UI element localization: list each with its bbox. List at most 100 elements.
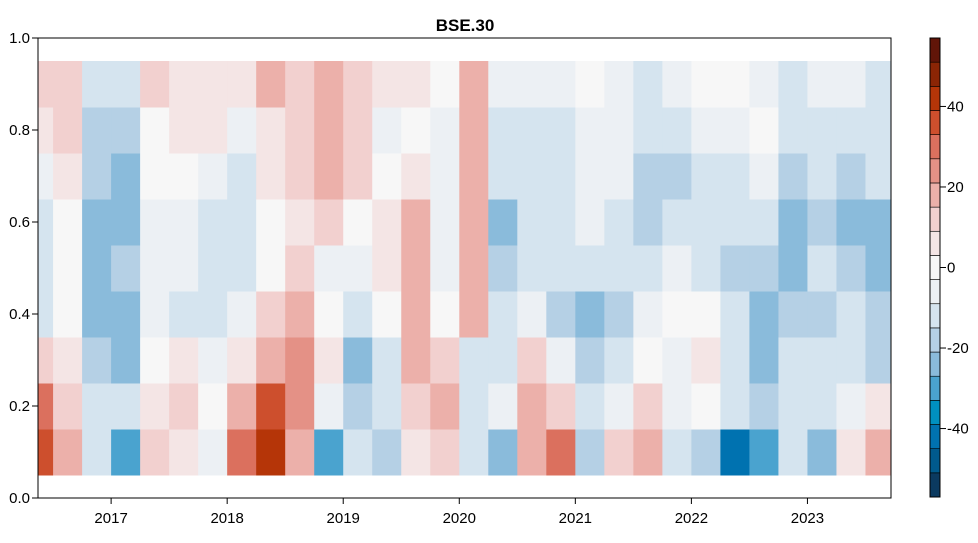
heatmap-cell <box>546 153 576 200</box>
y-axis: 0.0 0.2 0.4 0.6 0.8 1.0 <box>9 30 38 507</box>
heatmap-cell <box>807 429 837 476</box>
heatmap-cell <box>82 383 112 430</box>
heatmap-cell <box>198 199 228 246</box>
heatmap-cell <box>401 383 431 430</box>
heatmap-cell <box>778 199 808 246</box>
heatmap-cell <box>517 199 547 246</box>
heatmap-cell <box>343 107 373 154</box>
heatmap-cell <box>343 245 373 292</box>
colorbar-bin <box>929 472 941 498</box>
heatmap-cell <box>662 429 692 476</box>
colorbar-bin <box>929 351 941 377</box>
heatmap-cell <box>575 429 605 476</box>
heatmap-cell <box>720 291 750 338</box>
heatmap-cell <box>372 199 402 246</box>
heatmap-cell <box>865 337 892 384</box>
heatmap-cell <box>488 61 518 108</box>
heatmap-cell <box>111 61 141 108</box>
heatmap-cell <box>53 61 83 108</box>
heatmap-cell <box>256 199 286 246</box>
colorbar-tick-label: 0 <box>947 260 955 277</box>
heatmap-cell <box>836 429 866 476</box>
heatmap-cell <box>430 291 460 338</box>
heatmap-cell <box>865 153 892 200</box>
x-tick-label: 2020 <box>443 510 476 527</box>
heatmap-cell <box>633 199 663 246</box>
heatmap-cell <box>285 429 315 476</box>
heatmap-cell <box>256 153 286 200</box>
heatmap-cell <box>807 61 837 108</box>
heatmap-cell <box>372 429 402 476</box>
heatmap-cell <box>140 291 170 338</box>
heatmap-cell <box>372 291 402 338</box>
heatmap-cell <box>517 61 547 108</box>
heatmap-cell <box>633 429 663 476</box>
heatmap-cell <box>256 429 286 476</box>
heatmap-cell <box>314 429 344 476</box>
heatmap-cell <box>401 337 431 384</box>
heatmap-cell <box>633 291 663 338</box>
heatmap-cell <box>604 429 634 476</box>
x-tick-label: 2021 <box>559 510 592 527</box>
heatmap-cell <box>865 61 892 108</box>
heatmap-cell <box>633 61 663 108</box>
heatmap-cell <box>111 291 141 338</box>
heatmap-cell <box>285 245 315 292</box>
heatmap-cell <box>517 107 547 154</box>
heatmap-cell <box>111 107 141 154</box>
heatmap-cell <box>227 199 257 246</box>
x-tick-label: 2018 <box>210 510 243 527</box>
colorbar-tick-label: 40 <box>947 98 964 115</box>
heatmap-cell <box>836 245 866 292</box>
heatmap-cell <box>401 199 431 246</box>
heatmap-cell <box>38 383 54 430</box>
heatmap-cell <box>53 337 83 384</box>
heatmap-cell <box>865 107 892 154</box>
heatmap-cell <box>256 245 286 292</box>
heatmap-cell <box>140 153 170 200</box>
heatmap-cell <box>807 337 837 384</box>
y-tick-label: 1.0 <box>9 30 30 47</box>
heatmap-cell <box>546 291 576 338</box>
heatmap-cell <box>546 107 576 154</box>
heatmap-cell <box>314 337 344 384</box>
colorbar-bin <box>929 134 941 160</box>
heatmap-cell <box>575 107 605 154</box>
heatmap-cell <box>720 153 750 200</box>
heatmap-cell <box>227 291 257 338</box>
heatmap-cell <box>198 245 228 292</box>
heatmap-cell <box>749 383 779 430</box>
heatmap-cell <box>314 61 344 108</box>
heatmap-cell <box>314 245 344 292</box>
heatmap-cell <box>662 337 692 384</box>
colorbar-tick-label: -40 <box>947 421 969 438</box>
heatmap-cell <box>140 245 170 292</box>
heatmap-cell <box>227 245 257 292</box>
heatmap-cell <box>111 337 141 384</box>
heatmap-cell <box>227 337 257 384</box>
colorbar-bin <box>929 327 941 353</box>
heatmap-cell <box>285 199 315 246</box>
heatmap-cell <box>169 61 199 108</box>
heatmap-cell <box>778 291 808 338</box>
heatmap-cell <box>198 153 228 200</box>
heatmap-cell <box>53 153 83 200</box>
heatmap-cells <box>38 61 892 476</box>
heatmap-cell <box>372 383 402 430</box>
heatmap-cell <box>546 245 576 292</box>
heatmap-cell <box>169 153 199 200</box>
heatmap-cell <box>256 291 286 338</box>
heatmap-cell <box>256 61 286 108</box>
heatmap-cell <box>401 153 431 200</box>
heatmap-cell <box>546 199 576 246</box>
heatmap-cell <box>459 291 489 338</box>
heatmap-cell <box>807 291 837 338</box>
heatmap-cell <box>575 337 605 384</box>
heatmap-cell <box>459 153 489 200</box>
heatmap-cell <box>488 383 518 430</box>
heatmap-cell <box>430 337 460 384</box>
heatmap-cell <box>169 245 199 292</box>
heatmap-cell <box>343 153 373 200</box>
heatmap-cell <box>314 153 344 200</box>
heatmap-cell <box>401 429 431 476</box>
